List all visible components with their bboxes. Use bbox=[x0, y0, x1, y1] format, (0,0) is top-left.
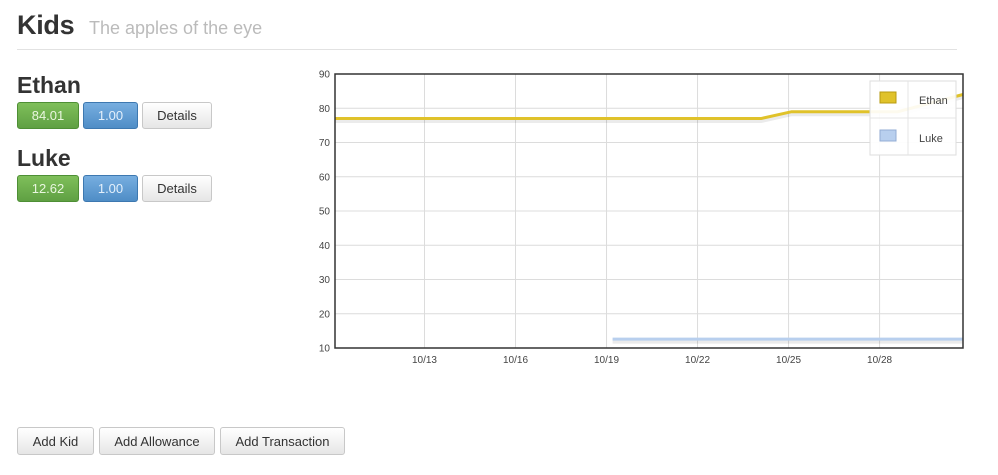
y-tick-label: 80 bbox=[319, 104, 331, 115]
chart-legend: Ethan Luke bbox=[869, 80, 957, 156]
legend-label-luke: Luke bbox=[919, 133, 943, 145]
rate-button[interactable]: 1.00 bbox=[83, 102, 138, 129]
page-header: Kids The apples of the eye bbox=[17, 6, 957, 50]
y-tick-label: 60 bbox=[319, 172, 331, 183]
balance-button[interactable]: 84.01 bbox=[17, 102, 79, 129]
x-tick-label: 10/13 bbox=[412, 355, 437, 366]
legend-swatch-ethan bbox=[879, 91, 897, 104]
kid-name: Luke bbox=[17, 145, 71, 171]
y-tick-label: 90 bbox=[319, 70, 331, 81]
y-tick-label: 40 bbox=[319, 241, 331, 252]
x-tick-label: 10/28 bbox=[867, 355, 892, 366]
kid-card-ethan: Ethan 84.01 1.00 Details bbox=[17, 72, 212, 129]
y-tick-label: 50 bbox=[319, 207, 331, 218]
add-allowance-button[interactable]: Add Allowance bbox=[99, 427, 215, 455]
y-axis-ticks: 10 20 30 40 50 60 70 80 90 bbox=[319, 70, 331, 355]
x-tick-label: 10/16 bbox=[503, 355, 528, 366]
balance-button[interactable]: 12.62 bbox=[17, 175, 79, 202]
details-button[interactable]: Details bbox=[142, 175, 212, 202]
page-title: Kids bbox=[17, 10, 75, 40]
y-tick-label: 30 bbox=[319, 275, 331, 286]
y-tick-label: 70 bbox=[319, 138, 331, 149]
x-axis-ticks: 10/13 10/16 10/19 10/22 10/25 10/28 bbox=[412, 355, 893, 366]
legend-swatch-luke bbox=[879, 129, 897, 142]
plot-frame bbox=[334, 73, 964, 349]
action-bar: Add Kid Add Allowance Add Transaction bbox=[17, 427, 345, 455]
rate-button[interactable]: 1.00 bbox=[83, 175, 138, 202]
details-button[interactable]: Details bbox=[142, 102, 212, 129]
legend-label-ethan: Ethan bbox=[919, 95, 948, 107]
add-kid-button[interactable]: Add Kid bbox=[17, 427, 94, 455]
page-subtitle: The apples of the eye bbox=[89, 18, 263, 38]
kid-card-luke: Luke 12.62 1.00 Details bbox=[17, 145, 212, 202]
x-tick-label: 10/22 bbox=[685, 355, 710, 366]
x-tick-label: 10/25 bbox=[776, 355, 801, 366]
chart-series bbox=[335, 93, 964, 344]
kid-button-row: 84.01 1.00 Details bbox=[17, 102, 212, 129]
add-transaction-button[interactable]: Add Transaction bbox=[220, 427, 345, 455]
kid-name: Ethan bbox=[17, 72, 81, 98]
kid-button-row: 12.62 1.00 Details bbox=[17, 175, 212, 202]
x-tick-label: 10/19 bbox=[594, 355, 619, 366]
y-tick-label: 10 bbox=[319, 344, 331, 355]
y-tick-label: 20 bbox=[319, 309, 331, 320]
